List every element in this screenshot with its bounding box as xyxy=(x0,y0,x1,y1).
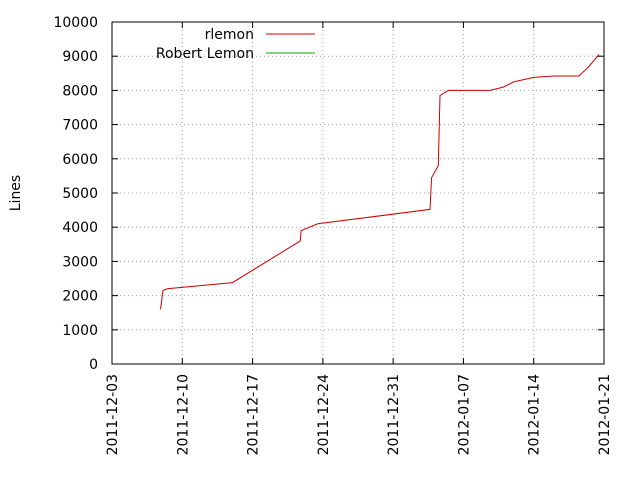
x-tick-label: 2012-01-21 xyxy=(597,374,613,455)
y-tick-label: 1000 xyxy=(62,323,98,339)
y-tick-label: 3000 xyxy=(62,254,98,270)
y-axis-label: Lines xyxy=(8,175,24,211)
y-tick-label: 7000 xyxy=(62,118,98,134)
plot-frame xyxy=(111,21,605,365)
y-tick-label: 8000 xyxy=(62,83,98,99)
x-tick-label: 2012-01-14 xyxy=(527,374,543,455)
y-tick-label: 9000 xyxy=(62,49,98,65)
y-axis: 0 1000 2000 3000 4000 5000 6000 7000 8000 9000 100… xyxy=(53,15,604,373)
legend-label: Robert Lemon xyxy=(156,46,254,62)
y-tick-label: 2000 xyxy=(62,289,98,305)
series-line-0 xyxy=(160,54,600,310)
x-tick-label: 2011-12-03 xyxy=(105,374,121,455)
x-tick-label: 2011-12-10 xyxy=(175,374,191,455)
grid-lines xyxy=(112,22,604,364)
y-tick-label: 0 xyxy=(89,357,98,373)
y-tick-label: 6000 xyxy=(62,152,98,168)
x-axis: 2011-12-03 2011-12-10 2011-12-17 2011-12-24… xyxy=(105,22,613,455)
legend-label: rlemon xyxy=(205,27,254,43)
x-tick-label: 2012-01-07 xyxy=(456,374,472,455)
y-tick-label: 10000 xyxy=(53,15,98,31)
y-tick-label: 5000 xyxy=(62,186,98,202)
x-tick-label: 2011-12-17 xyxy=(246,374,262,455)
legend: rlemon Robert Lemon xyxy=(156,27,315,62)
y-tick-label: 4000 xyxy=(62,220,98,236)
series-layer xyxy=(160,54,600,310)
x-tick-label: 2011-12-31 xyxy=(386,374,402,455)
x-tick-label: 2011-12-24 xyxy=(316,374,332,455)
